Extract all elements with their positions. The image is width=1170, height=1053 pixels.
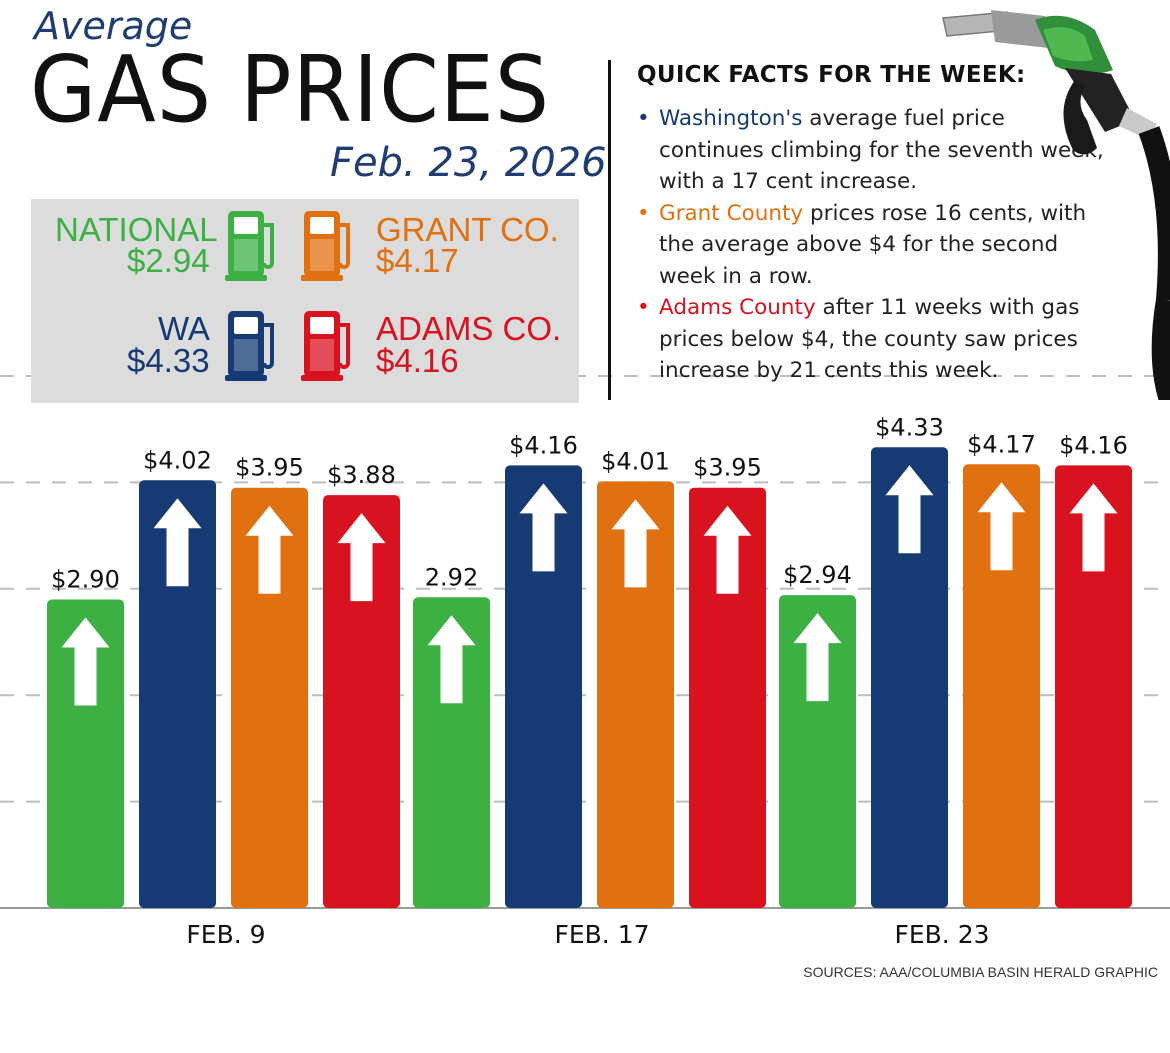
gas-pump-icon [225,311,274,381]
x-tick-label: FEB. 9 [186,920,266,949]
up-arrow-icon [153,498,202,587]
list-item: • Grant County prices rose 16 cents, with… [637,198,1107,293]
data-label: $3.95 [693,454,762,482]
data-label: $3.88 [327,461,396,489]
up-arrow-icon [885,465,934,554]
up-arrow-icon [703,505,752,594]
fact-highlight: Adams County [659,295,816,320]
bullet-icon: • [637,295,650,320]
legend-adams-price: $4.16 [376,342,459,379]
data-label: $2.90 [51,565,120,593]
page-title: GAS PRICES [30,36,551,143]
up-arrow-icon [1069,483,1118,572]
fuel-nozzle-icon [942,10,1170,400]
bar [47,599,124,908]
bar [139,480,216,908]
list-item: • Washington's average fuel price continu… [637,103,1107,198]
bar [597,481,674,908]
fact-highlight: Washington's [659,106,803,131]
legend-national-name: NATIONAL [55,211,218,248]
facts-title: QUICK FACTS FOR THE WEEK: [637,62,1026,88]
bar [779,595,856,908]
x-tick-label: FEB. 17 [554,920,650,949]
bar [1055,465,1132,908]
fact-text: after 11 weeks with gas prices below $4,… [659,295,1080,383]
legend-grant-price: $4.17 [376,242,459,279]
up-arrow-icon [519,483,568,572]
list-item: • Adams County after 11 weeks with gas pr… [637,292,1107,387]
data-label: $2.94 [783,561,852,589]
legend-grant-name: GRANT CO. [376,211,559,248]
bullet-icon: • [637,106,650,131]
bullet-icon: • [637,200,650,226]
legend-wa-name: WA [158,310,210,347]
legend-wa-price: $4.33 [127,342,210,379]
gas-pump-icon [301,211,350,281]
bar [505,465,582,908]
source-note: SOURCES: AAA/COLUMBIA BASIN HERALD GRAPH… [803,964,1158,980]
fact-highlight: Grant County [659,200,804,226]
up-arrow-icon [61,617,110,706]
fact-text: average fuel price continues climbing fo… [659,106,1104,194]
x-tick-label: FEB. 23 [894,920,990,949]
bar [871,447,948,908]
bar [689,487,766,908]
data-label: $3.95 [235,454,304,482]
fact-text: prices rose 16 cents, with the average a… [659,200,1087,289]
bar [323,495,400,908]
up-arrow-icon [977,482,1026,571]
data-label: $4.02 [143,446,212,474]
legend-adams-name: ADAMS CO. [376,310,562,347]
gas-pump-icon [301,311,350,381]
up-arrow-icon [427,615,476,704]
title-kicker: Average [34,4,193,48]
bar [413,597,490,908]
bar [963,464,1040,908]
data-label: $4.17 [967,430,1036,458]
up-arrow-icon [793,613,842,702]
up-arrow-icon [337,513,386,602]
data-label: $4.16 [509,431,578,459]
bar [231,487,308,908]
data-label: 2.92 [425,563,478,591]
up-arrow-icon [245,505,294,594]
vertical-divider [608,60,611,400]
facts-list: • Washington's average fuel price continu… [637,103,1107,387]
data-label: $4.16 [1059,431,1128,459]
legend-box: NATIONAL $2.94 GRANT CO. $4.17 WA $4.33 … [31,199,579,403]
data-label: $4.01 [601,447,670,475]
data-label: $4.33 [875,413,944,441]
title-date: Feb. 23, 2026 [330,140,607,186]
legend-national-price: $2.94 [127,242,210,279]
up-arrow-icon [611,499,660,588]
gas-pump-icon [225,211,274,281]
